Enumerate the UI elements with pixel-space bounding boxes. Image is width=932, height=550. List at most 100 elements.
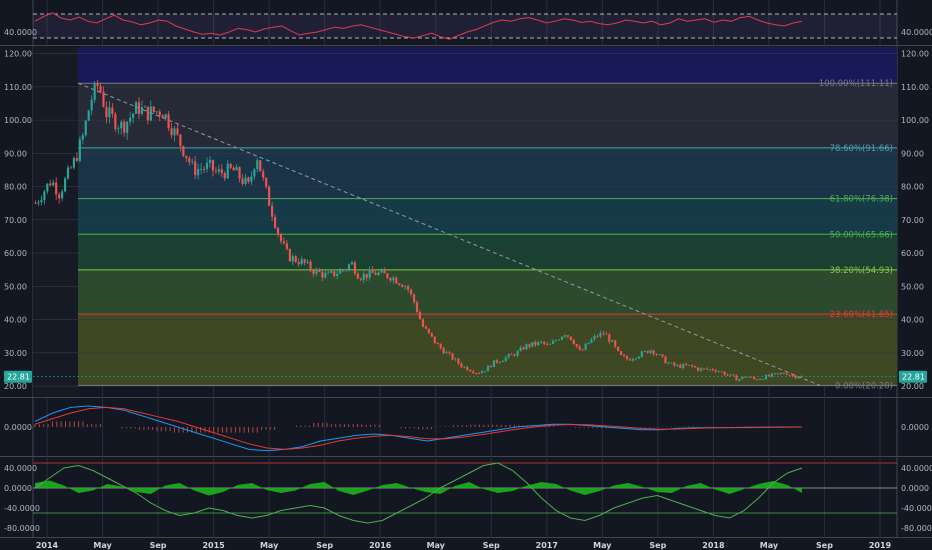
- candle-body: [682, 364, 685, 368]
- price-axes: 120.00 120.00 110.00 110.00 100.00 100.00 90.0…: [4, 50, 929, 391]
- candle-body: [273, 216, 277, 228]
- candle-body: [105, 106, 108, 118]
- candle-body: [232, 167, 235, 171]
- candle-body: [149, 106, 152, 121]
- candle-body: [750, 376, 753, 378]
- candle-body: [761, 379, 765, 380]
- candle-body: [614, 340, 617, 347]
- fib-level-label: 78.60%(91.66): [830, 144, 893, 154]
- candle-body: [732, 374, 735, 376]
- candle-body: [439, 344, 442, 349]
- candle-body: [617, 346, 620, 352]
- osc-line: [34, 462, 803, 524]
- fib-level-label: 23.60%(41.65): [830, 310, 893, 320]
- candle-body: [543, 341, 546, 344]
- candle-body: [729, 374, 732, 376]
- candle-body: [779, 373, 782, 374]
- candle-body: [303, 259, 306, 263]
- candle-body: [66, 167, 70, 179]
- candle-body: [466, 366, 469, 371]
- candle-body: [401, 284, 404, 287]
- candle-body: [759, 379, 762, 380]
- candle-body: [63, 178, 67, 192]
- price-axis-label-right: 120.00: [901, 50, 929, 59]
- candle-body: [741, 376, 744, 380]
- candle-body: [528, 344, 531, 347]
- candle-body: [649, 350, 652, 354]
- fib-zone: [78, 269, 897, 315]
- candle-body: [590, 339, 593, 343]
- candle-body: [223, 173, 226, 179]
- candle-body: [247, 177, 250, 182]
- candle-body: [90, 99, 93, 111]
- candle-body: [551, 340, 555, 344]
- price-axis-label-right: 30.00: [901, 349, 924, 358]
- candle-body: [46, 183, 49, 192]
- candle-body: [262, 171, 265, 178]
- candle-body: [152, 106, 155, 112]
- time-axis-label: May: [760, 541, 779, 550]
- candle-body: [214, 170, 217, 172]
- osc-pane: [33, 458, 897, 538]
- fib-zone: [78, 234, 897, 270]
- candle-body: [717, 371, 720, 373]
- candle-body: [507, 354, 510, 358]
- candle-body: [238, 167, 241, 179]
- candle-body: [702, 368, 705, 370]
- candle-body: [584, 343, 587, 350]
- last-price-tag-left: [4, 370, 32, 383]
- fibonacci-retracement[interactable]: 100.00%(111.11) 78.60%(91.66) 61.80%(76.38…: [33, 47, 897, 396]
- candle-body: [279, 233, 283, 242]
- candle-body: [315, 269, 318, 274]
- candle-body: [442, 348, 445, 354]
- candle-body: [140, 107, 144, 114]
- candle-body: [170, 128, 173, 136]
- candle-body: [123, 121, 126, 133]
- candle-body: [578, 346, 581, 350]
- candle-body: [788, 374, 791, 376]
- candle-body: [575, 344, 578, 347]
- candle-body: [655, 353, 658, 355]
- candle-body: [185, 155, 188, 159]
- candle-body: [202, 168, 206, 170]
- time-axis-label: 2016: [369, 541, 392, 550]
- candle-body: [436, 343, 439, 345]
- candle-body: [111, 107, 114, 115]
- candle-body: [377, 272, 380, 275]
- candle-body: [146, 106, 149, 121]
- time-axis-label: Sep: [150, 541, 167, 550]
- candle-body: [365, 273, 368, 278]
- macd-panel: 0.0000 0.0000: [4, 405, 929, 452]
- candle-body: [55, 182, 58, 195]
- candle-body: [421, 319, 425, 327]
- candle-body: [744, 376, 747, 378]
- candle-body: [250, 176, 253, 182]
- candle-body: [34, 203, 37, 205]
- candle-body: [52, 182, 55, 186]
- candle-body: [126, 121, 129, 133]
- candle-body: [173, 128, 176, 136]
- candle-body: [132, 113, 135, 118]
- candle-body: [143, 106, 146, 108]
- osc-axis-label-right: 40.0000: [901, 464, 932, 473]
- candle-body: [374, 272, 377, 275]
- fib-trend-line: [77, 82, 821, 386]
- candle-body: [309, 261, 312, 271]
- candle-body: [200, 168, 203, 170]
- candle-body: [410, 289, 413, 295]
- candle-body: [699, 368, 703, 371]
- candle-body: [288, 248, 291, 262]
- time-axis-label: 2018: [702, 541, 725, 550]
- candle-body: [43, 191, 46, 201]
- candle-body: [549, 343, 552, 345]
- candle-body: [208, 159, 212, 163]
- candle-body: [81, 135, 84, 140]
- candle-body: [696, 367, 700, 371]
- candle-body: [791, 375, 794, 376]
- time-axis-label: May: [593, 541, 612, 550]
- candle-body: [457, 358, 460, 364]
- candle-body: [353, 262, 356, 274]
- candle-body: [424, 326, 427, 329]
- price-axis-label-left: 90.00: [4, 149, 27, 158]
